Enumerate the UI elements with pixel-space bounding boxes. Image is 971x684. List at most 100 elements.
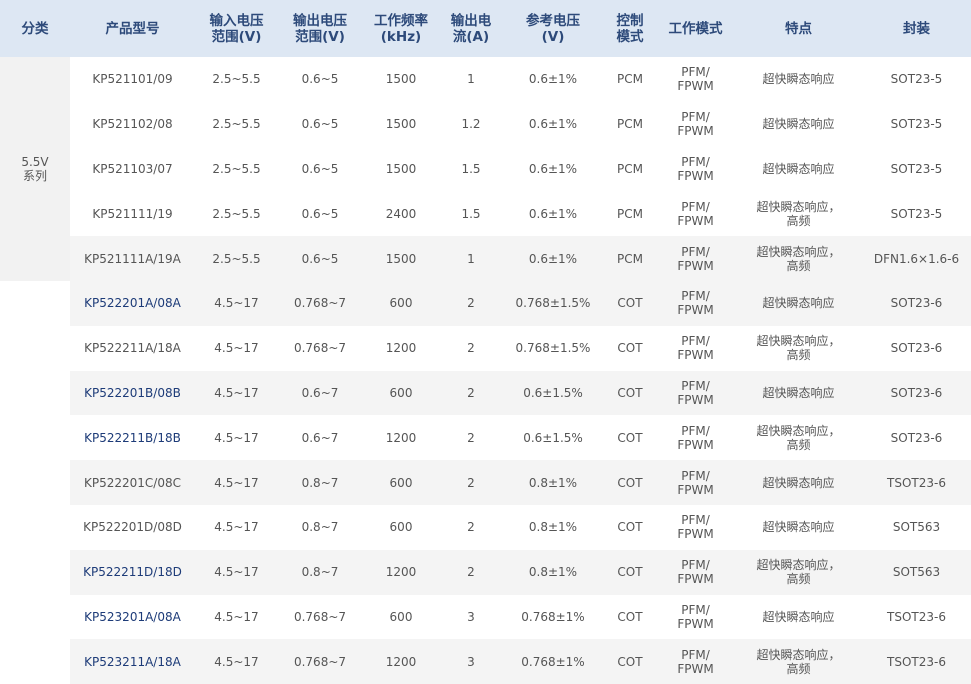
model-cell: KP521111/19 xyxy=(92,206,173,221)
data-cell: 1500 xyxy=(362,236,440,281)
data-cell: 1.5 xyxy=(461,161,481,176)
data-cell: 600 xyxy=(389,609,413,624)
table-row: KP522211B/18B 4.5~17 0.6~7 1200 2 0.6±1.5% COT… xyxy=(0,415,971,460)
data-cell: 0.8±1% xyxy=(528,520,578,535)
data-cell: 超快瞬态响应， 高频 xyxy=(756,423,841,452)
data-cell: 超快瞬态响应 xyxy=(735,460,862,505)
data-cell: 4.5~17 xyxy=(195,460,278,505)
data-cell: 4.5~17 xyxy=(214,520,259,535)
data-cell: 1.5 xyxy=(461,206,481,221)
header-cell: 产品型号 xyxy=(70,0,195,57)
data-cell: PFM/ FPWM xyxy=(656,370,735,416)
table-row: 5.5V 系列 KP521101/09 2.5~5.5 0.6~5 1500 1 0.6±1… xyxy=(0,57,971,281)
data-cell: 0.768±1.5% xyxy=(502,280,604,326)
data-cell: 0.6~7 xyxy=(278,370,362,416)
header-cell: 工作频率 (kHz) xyxy=(362,0,440,57)
data-cell: 0.768~7 xyxy=(293,341,347,356)
model-cell: KP522211B/18B xyxy=(84,430,181,445)
data-cell: 2 xyxy=(440,280,502,326)
data-cell: PCM xyxy=(617,117,643,132)
data-cell: 2400 xyxy=(385,206,417,221)
model-cell: KP523211A/18A xyxy=(70,639,195,684)
header-cell: 工作模式 xyxy=(656,0,735,57)
model-cell: KP522201A/08A xyxy=(70,280,195,326)
data-cell: 超快瞬态响应， 高频 xyxy=(756,334,841,363)
data-cell: 2 xyxy=(440,549,502,595)
data-cell: COT xyxy=(604,549,656,595)
data-cell: 0.6~5 xyxy=(301,117,339,132)
data-cell: 4.5~17 xyxy=(214,430,259,445)
data-cell: PCM xyxy=(604,236,656,281)
data-cell: 4.5~17 xyxy=(214,341,259,356)
table-body: 5.5V 系列 KP521101/09 2.5~5.5 0.6~5 1500 1 0.6±1… xyxy=(0,57,971,684)
model-cell: KP523201A/08A xyxy=(84,609,181,624)
category-cell xyxy=(0,280,70,684)
header-cell: 封装 xyxy=(862,0,971,57)
data-cell: 0.6~5 xyxy=(301,206,339,221)
data-cell: 4.5~17 xyxy=(195,280,278,326)
data-cell: PFM/ FPWM xyxy=(656,236,735,281)
data-cell: COT xyxy=(604,370,656,416)
data-cell: 1200 xyxy=(385,430,417,445)
model-cell: KP522201B/08B xyxy=(70,370,195,416)
data-cell: SOT23-6 xyxy=(890,341,943,356)
data-cell: PFM/ FPWM xyxy=(677,199,714,228)
data-cell: 2 xyxy=(467,430,475,445)
data-cell: PFM/ FPWM xyxy=(677,513,714,542)
table-row: KP522201A/08A 4.5~17 0.768~7 600 2 0.768±1.5%… xyxy=(0,280,971,684)
data-cell: 超快瞬态响应 xyxy=(762,520,835,535)
data-cell: TSOT23-6 xyxy=(862,460,971,505)
data-cell: 2.5~5.5 xyxy=(212,72,261,87)
header-cell: 参考电压 (V) xyxy=(502,0,604,57)
data-cell: 2 xyxy=(467,520,475,535)
data-cell: PFM/ FPWM xyxy=(677,602,714,631)
data-cell: PFM/ FPWM xyxy=(677,334,714,363)
data-cell: 超快瞬态响应 xyxy=(735,280,862,326)
data-cell: 0.8±1% xyxy=(502,549,604,595)
data-cell: SOT23-6 xyxy=(862,280,971,326)
header-cell: 输入电压 范围(V) xyxy=(195,0,278,57)
data-cell: 600 xyxy=(362,370,440,416)
data-cell: 超快瞬态响应， 高频 xyxy=(735,639,862,684)
model-cell: KP521111A/19A xyxy=(70,236,195,281)
data-cell: SOT23-5 xyxy=(890,117,943,132)
table-row: KP522201B/08B 4.5~17 0.6~7 600 2 0.6±1.5% COT P… xyxy=(0,370,971,416)
header-cell: 输出电 流(A) xyxy=(440,0,502,57)
data-cell: 超快瞬态响应 xyxy=(762,609,835,624)
data-cell: 超快瞬态响应， 高频 xyxy=(756,199,841,228)
data-cell: 4.5~17 xyxy=(195,639,278,684)
data-cell: PFM/ FPWM xyxy=(656,460,735,505)
table-row: KP521111/19 2.5~5.5 0.6~5 2400 1.5 0.6±1% PCM P… xyxy=(0,191,971,236)
model-cell: KP522211D/18D xyxy=(70,549,195,595)
data-cell: 3 xyxy=(467,609,475,624)
data-cell: 600 xyxy=(362,460,440,505)
data-cell: 1200 xyxy=(362,549,440,595)
data-cell: PFM/ FPWM xyxy=(656,280,735,326)
data-cell: SOT23-5 xyxy=(890,161,943,176)
data-cell: 0.768~7 xyxy=(278,280,362,326)
data-cell: SOT23-6 xyxy=(862,370,971,416)
data-cell: 4.5~17 xyxy=(195,370,278,416)
data-cell: 0.8~7 xyxy=(278,460,362,505)
data-cell: PCM xyxy=(617,206,643,221)
data-cell: 0.8±1% xyxy=(502,460,604,505)
data-cell: 2.5~5.5 xyxy=(212,206,261,221)
data-cell: 1200 xyxy=(385,341,417,356)
table-row: KP521103/07 2.5~5.5 0.6~5 1500 1.5 0.6±1% PCM P… xyxy=(0,147,971,192)
data-cell: 0.6±1.5% xyxy=(502,370,604,416)
header-cell: 分类 xyxy=(0,0,70,57)
data-cell: SOT563 xyxy=(862,549,971,595)
data-cell: 0.6±1% xyxy=(528,161,578,176)
data-cell: COT xyxy=(604,460,656,505)
data-cell: 4.5~17 xyxy=(214,609,259,624)
data-cell: 2.5~5.5 xyxy=(212,117,261,132)
table-row: KP521111A/19A 2.5~5.5 0.6~5 1500 1 0.6±1% PCM P… xyxy=(0,236,971,281)
data-cell: 超快瞬态响应 xyxy=(762,72,835,87)
model-cell: KP522201C/08C xyxy=(70,460,195,505)
data-cell: 0.6±1% xyxy=(528,206,578,221)
data-cell: SOT23-5 xyxy=(890,206,943,221)
data-cell: COT xyxy=(604,639,656,684)
data-cell: COT xyxy=(617,609,643,624)
